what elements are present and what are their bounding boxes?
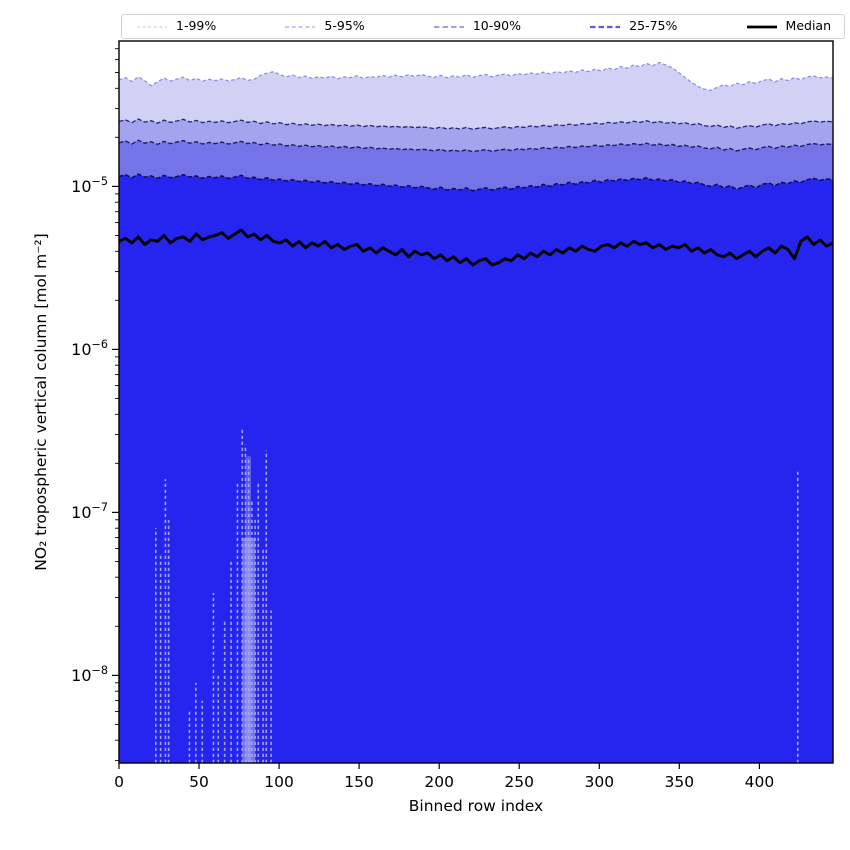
x-axis-tick-label: 200 — [424, 773, 454, 791]
percentile-line-p75 — [119, 173, 833, 192]
legend-line-swatch — [590, 25, 621, 28]
median-line — [119, 228, 833, 267]
band-25-75 — [119, 174, 833, 763]
legend-label: Median — [785, 18, 831, 34]
x-axis-tick-label: 350 — [665, 773, 695, 791]
legend-line-swatch — [433, 25, 464, 28]
x-axis-tick-label: 0 — [114, 773, 124, 791]
legend-label: 10-90% — [472, 18, 522, 34]
percentile-line-p95 — [119, 118, 833, 130]
x-axis-tick-label: 400 — [745, 773, 775, 791]
low-percentile-band — [245, 456, 252, 763]
y-axis-label: NO₂ tropospheric vertical column [mol m⁻… — [32, 233, 50, 570]
axes: 0 50 100 150 200 250 300 350 400 10−5 10−6 10−7 10−8 — [71, 40, 834, 791]
legend-label: 1-99% — [176, 18, 217, 34]
x-axis-label: Binned row index — [409, 797, 543, 815]
x-axis-tick-label: 100 — [264, 773, 294, 791]
y-axis-tick-label: 10−5 — [71, 175, 108, 196]
x-axis-tick-label: 150 — [344, 773, 374, 791]
legend-item-median: Median — [745, 20, 831, 33]
legend-item-25-75: 25-75% — [588, 20, 677, 33]
y-axis-tick-label: 10−8 — [71, 664, 108, 685]
percentile-line-p90 — [119, 139, 833, 153]
x-axis-tick-label: 50 — [189, 773, 209, 791]
plot-border — [118, 40, 834, 764]
legend-line-swatch — [137, 25, 167, 28]
legend-line-swatch — [746, 25, 777, 28]
plot-content — [119, 61, 833, 763]
legend-label: 25-75% — [629, 18, 678, 34]
x-axis-tick-label: 300 — [585, 773, 615, 791]
y-axis-tick-label: 10−7 — [71, 501, 108, 522]
x-axis-tick-label: 250 — [504, 773, 534, 791]
legend-item-1-99: 1-99% — [135, 20, 216, 33]
legend-item-10-90: 10-90% — [432, 20, 521, 33]
legend-item-5-95: 5-95% — [283, 18, 365, 34]
y-axis-tick-label: 10−6 — [71, 338, 108, 359]
legend: 1-99% 5-95% 10-90% 25-75% Median — [121, 14, 845, 39]
percentile-line-p99 — [119, 61, 833, 92]
legend-label: 5-95% — [324, 18, 365, 34]
legend-line-swatch — [285, 25, 316, 28]
